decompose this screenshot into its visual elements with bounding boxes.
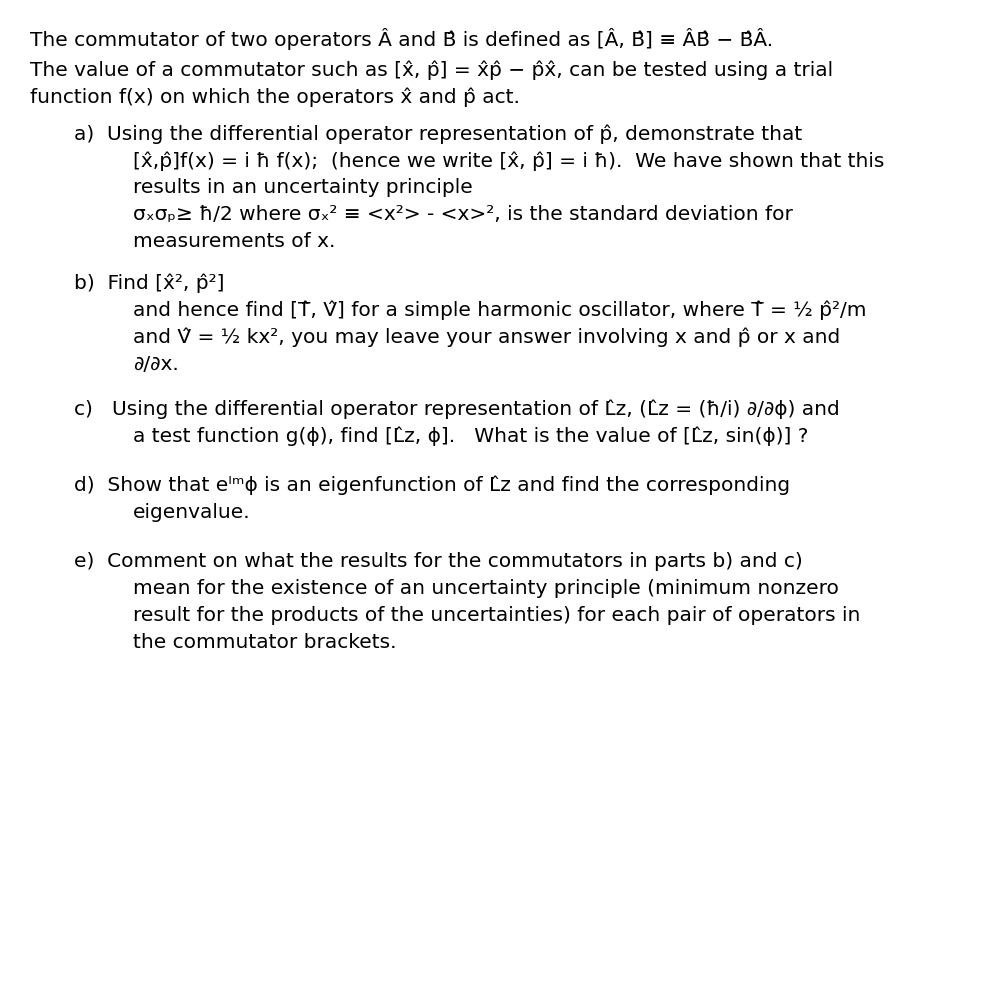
Text: The commutator of two operators Â and B̂ is defined as [Â, B̂] ≡ ÂB̂ − B̂Â.: The commutator of two operators Â and B̂… [30, 28, 773, 50]
Text: result for the products of the uncertainties) for each pair of operators in: result for the products of the uncertain… [133, 606, 861, 625]
Text: and hence find [T̂, V̂] for a simple harmonic oscillator, where T̂ = ½ p̂²/m: and hence find [T̂, V̂] for a simple har… [133, 301, 867, 320]
Text: results in an uncertainty principle: results in an uncertainty principle [133, 178, 473, 197]
Text: σₓσₚ≥ ħ/2 where σₓ² ≡ <x²> - <x>², is the standard deviation for: σₓσₚ≥ ħ/2 where σₓ² ≡ <x²> - <x>², is th… [133, 205, 793, 224]
Text: d)  Show that eᴵᵐϕ is an eigenfunction of L̂z and find the corresponding: d) Show that eᴵᵐϕ is an eigenfunction of… [74, 476, 790, 495]
Text: a)  Using the differential operator representation of p̂, demonstrate that: a) Using the differential operator repre… [74, 124, 803, 143]
Text: and V̂ = ½ kx², you may leave your answer involving x and p̂ or x and: and V̂ = ½ kx², you may leave your answe… [133, 328, 840, 347]
Text: The value of a commutator such as [x̂, p̂] = x̂p̂ − p̂x̂, can be tested using a : The value of a commutator such as [x̂, p… [30, 60, 833, 79]
Text: the commutator brackets.: the commutator brackets. [133, 633, 396, 652]
Text: measurements of x.: measurements of x. [133, 232, 335, 252]
Text: mean for the existence of an uncertainty principle (minimum nonzero: mean for the existence of an uncertainty… [133, 579, 839, 598]
Text: [x̂,p̂]f(x) = i ħ f(x);  (hence we write [x̂, p̂] = i ħ).  We have shown that th: [x̂,p̂]f(x) = i ħ f(x); (hence we write … [133, 151, 884, 170]
Text: a test function g(ϕ), find [L̂z, ϕ].   What is the value of [L̂z, sin(ϕ)] ?: a test function g(ϕ), find [L̂z, ϕ]. Wha… [133, 427, 809, 446]
Text: b)  Find [x̂², p̂²]: b) Find [x̂², p̂²] [74, 274, 225, 293]
Text: function f(x) on which the operators x̂ and p̂ act.: function f(x) on which the operators x̂ … [30, 87, 520, 106]
Text: eigenvalue.: eigenvalue. [133, 503, 250, 522]
Text: e)  Comment on what the results for the commutators in parts b) and c): e) Comment on what the results for the c… [74, 552, 803, 571]
Text: ∂/∂x.: ∂/∂x. [133, 355, 178, 374]
Text: c)   Using the differential operator representation of L̂z, (L̂z = (ħ/i) ∂/∂ϕ) a: c) Using the differential operator repre… [74, 400, 840, 419]
